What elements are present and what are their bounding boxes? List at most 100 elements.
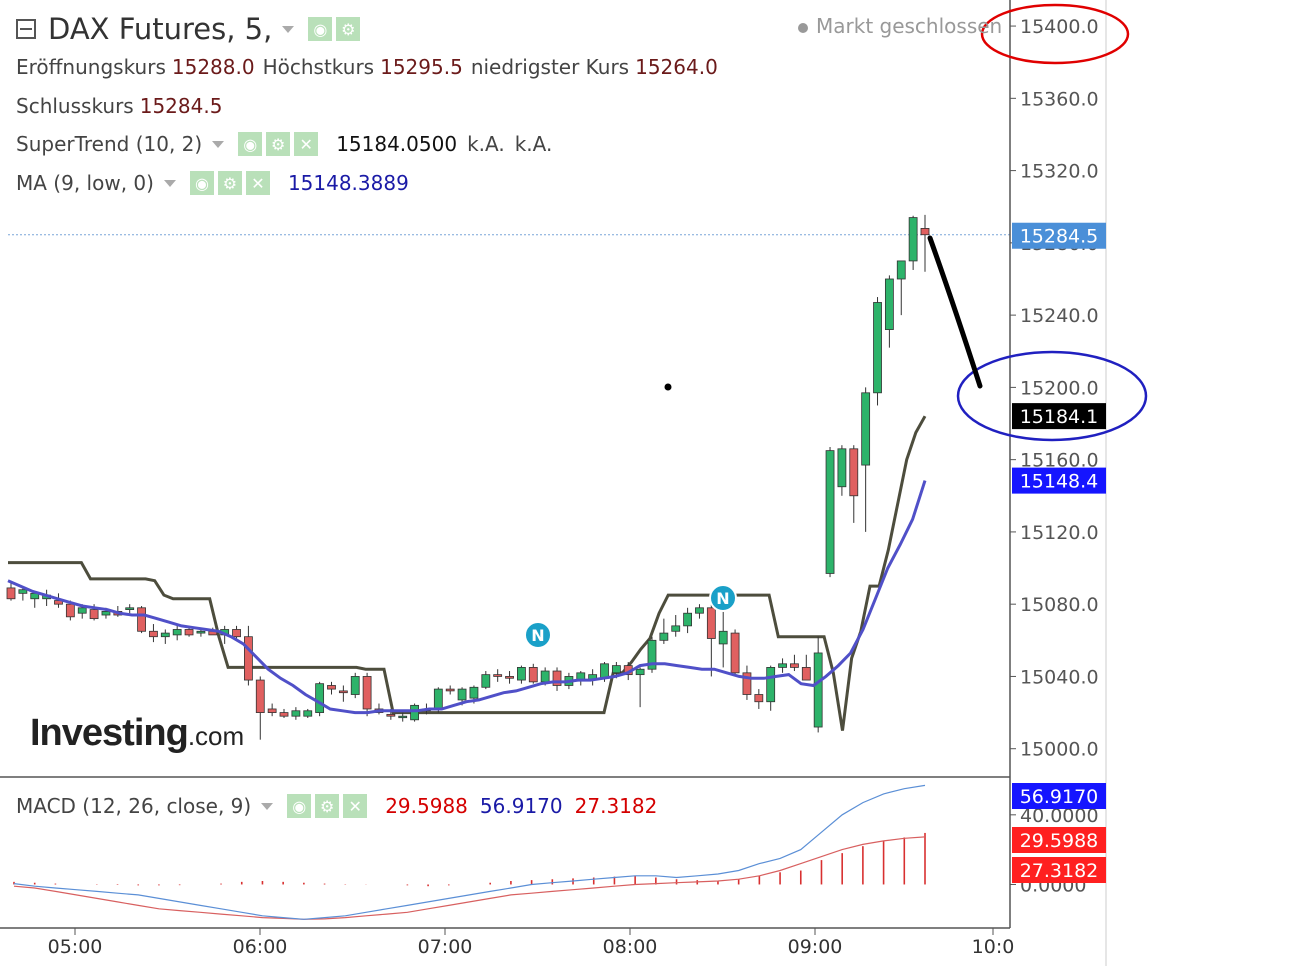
candle xyxy=(255,676,265,740)
candle-body xyxy=(338,690,348,694)
candle-body xyxy=(172,629,182,636)
macd-layer xyxy=(13,784,926,920)
y-tick-label: 15000.0 xyxy=(1020,739,1099,761)
ma-tag: 15148.4 xyxy=(1012,467,1106,494)
gear-icon[interactable]: ⚙ xyxy=(315,794,340,818)
macd-hist-value: 29.5988 xyxy=(385,794,468,818)
candle xyxy=(279,708,289,718)
candle xyxy=(410,703,419,722)
supertrend-label: SuperTrend (10, 2) xyxy=(16,132,203,156)
gear-icon[interactable]: ⚙ xyxy=(336,17,361,41)
high-label: Höchstkurs xyxy=(262,55,375,79)
ma-label: MA (9, low, 0) xyxy=(16,171,154,195)
chevron-down-icon[interactable] xyxy=(163,179,176,187)
eye-icon[interactable]: ◉ xyxy=(308,17,333,41)
y-tick-label: 15200.0 xyxy=(1020,377,1099,399)
candle xyxy=(920,214,930,272)
candle-body xyxy=(920,228,930,236)
candle xyxy=(481,671,491,690)
macd-line-tag: 56.9170 xyxy=(1012,783,1106,809)
candle xyxy=(350,672,360,699)
eye-icon[interactable]: ◉ xyxy=(287,794,312,818)
candle xyxy=(160,629,170,644)
close-icon[interactable]: ✕ xyxy=(245,171,270,195)
last-price-tag-bg xyxy=(1012,222,1106,249)
candle xyxy=(778,658,787,673)
ma-tag-text: 15148.4 xyxy=(1020,471,1099,493)
macd-signal-tag-text: 27.3182 xyxy=(1020,860,1099,882)
candle-body xyxy=(184,629,194,636)
macd-hist-tag-text: 29.5988 xyxy=(1020,830,1099,852)
close-icon[interactable]: ✕ xyxy=(294,132,319,156)
macd-line-value: 56.9170 xyxy=(479,794,563,818)
x-tick-label: 06:00 xyxy=(233,936,288,958)
candle-body xyxy=(754,694,764,703)
candle xyxy=(671,615,681,637)
candle-body xyxy=(718,630,728,645)
macd-line xyxy=(13,784,926,920)
collapse-icon[interactable] xyxy=(16,19,36,39)
candle xyxy=(801,654,811,681)
candle xyxy=(137,605,146,634)
candle xyxy=(267,703,277,717)
candle-body xyxy=(683,612,692,627)
candle xyxy=(576,671,586,686)
close-icon[interactable]: ✕ xyxy=(343,794,368,818)
investing-logo: Investing.com xyxy=(30,712,245,754)
candle xyxy=(695,604,704,619)
candle-body xyxy=(766,667,776,703)
supertrend-layer xyxy=(8,415,927,731)
candle xyxy=(528,663,538,684)
y-tick-label: 15360.0 xyxy=(1020,88,1099,110)
x-tick-label: 09:00 xyxy=(788,936,843,958)
candle-body xyxy=(445,688,455,692)
y-tick-label: 15320.0 xyxy=(1020,161,1099,183)
gear-icon[interactable]: ⚙ xyxy=(266,132,291,156)
candle-body xyxy=(801,667,811,681)
eye-icon[interactable]: ◉ xyxy=(238,132,263,156)
macd-y-tick-label: 40.0000 xyxy=(1020,805,1099,827)
candle xyxy=(149,624,158,643)
news-marker-icon xyxy=(524,621,552,649)
chevron-down-icon[interactable] xyxy=(282,25,295,33)
market-status-text: Markt geschlossen xyxy=(816,14,1003,38)
candle xyxy=(873,297,882,406)
candle xyxy=(327,681,336,695)
eye-icon[interactable]: ◉ xyxy=(189,171,214,195)
supertrend-na-1: k.A. xyxy=(467,132,505,156)
candle xyxy=(315,681,325,717)
candle xyxy=(125,604,135,614)
candle xyxy=(683,607,692,634)
y-tick-label: 15080.0 xyxy=(1020,594,1099,616)
macd-header: MACD (12, 26, close, 9) ◉ ⚙ ✕ 29.5988 56… xyxy=(16,794,657,818)
chart-header: DAX Futures, 5, ◉ ⚙ Markt geschlossen Er… xyxy=(0,0,1003,210)
supertrend-tag-bg xyxy=(1012,403,1106,430)
candle-body xyxy=(730,632,740,674)
ma-tag-bg xyxy=(1012,467,1106,494)
candle xyxy=(730,629,740,677)
macd-hist-tag: 29.5988 xyxy=(1012,827,1106,853)
candle xyxy=(647,636,657,673)
axes-layer: 15000.0 15040.0 15080.0 15120.0 15160.0 15200… xyxy=(0,0,1107,966)
candle xyxy=(303,708,313,718)
candle-body xyxy=(327,685,336,690)
candle xyxy=(837,445,847,496)
candle-body xyxy=(837,448,847,488)
candle xyxy=(635,667,645,708)
last-price-tag: 15284.5 xyxy=(1012,222,1106,249)
candle xyxy=(790,654,799,672)
supertrend-value: 15184.0500 xyxy=(336,132,458,156)
ohlc-row-1: Eröffnungskurs 15288.0 Höchstkurs 15295.5 … xyxy=(16,55,726,79)
chevron-down-icon[interactable] xyxy=(212,140,225,148)
gear-icon[interactable]: ⚙ xyxy=(217,171,242,195)
macd-line-tag-bg xyxy=(1012,783,1106,809)
candle-body xyxy=(528,667,538,683)
candle-body xyxy=(6,587,16,600)
news-marker-label: N xyxy=(531,626,544,645)
candle-body xyxy=(125,607,135,610)
candle-body xyxy=(790,663,799,668)
candle xyxy=(588,669,598,686)
red-circle-annotation xyxy=(980,3,1130,65)
chevron-down-icon[interactable] xyxy=(261,802,274,810)
